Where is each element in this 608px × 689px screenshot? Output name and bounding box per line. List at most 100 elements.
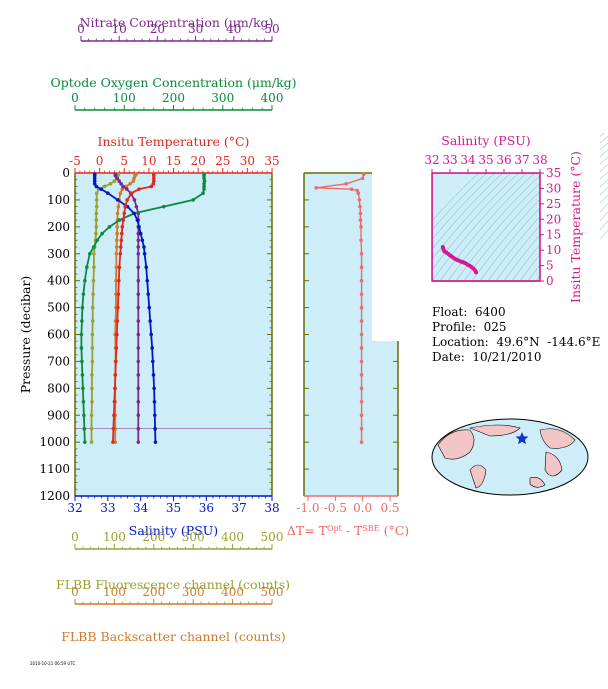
nitrate-data-point	[136, 305, 141, 310]
temperature-data-point	[118, 251, 123, 256]
delta-axis-title-part: - T	[342, 523, 363, 538]
temperature-data-point	[149, 184, 154, 189]
temperature-data-point	[117, 278, 121, 283]
backscatter-data-point	[131, 179, 136, 183]
delta-data-point	[357, 198, 362, 202]
backscatter-data-point	[128, 181, 132, 186]
ts-salinity-tick-label: 33	[442, 153, 457, 167]
map-landmass	[544, 451, 563, 477]
ts-temperature-axis-title: Insitu Temperature (°C)	[568, 151, 583, 303]
temperature-data-point	[137, 187, 141, 191]
backscatter-tick-label: 200	[142, 585, 165, 599]
backscatter-tick-label: 400	[221, 585, 244, 599]
pressure-tick-label: 300	[47, 247, 70, 261]
delta-axis-title-superscript: SBE	[362, 524, 379, 533]
nitrate-data-point	[136, 373, 141, 377]
temperature-data-point	[115, 332, 119, 337]
salinity-data-point	[138, 231, 143, 236]
ts-temperature-tick-label: 20	[546, 212, 561, 226]
fluorescence-data-point	[92, 251, 96, 256]
temperature-data-point	[117, 265, 122, 270]
backscatter-axis-title: FLBB Backscatter channel (counts)	[61, 629, 286, 644]
temperature-axis-title: Insitu Temperature (°C)	[98, 134, 250, 149]
temperature-data-point	[113, 373, 118, 377]
delta-data-point	[359, 278, 364, 283]
pressure-tick-label: 800	[47, 381, 70, 395]
temperature-tick-label: -5	[69, 154, 81, 168]
temperature-data-point	[151, 181, 156, 186]
nitrate-data-point	[136, 399, 141, 404]
fluorescence-tick-label: 200	[142, 530, 165, 544]
oxygen-data-point	[202, 187, 206, 191]
map-landmass	[539, 428, 576, 449]
salinity-data-point	[137, 225, 141, 229]
delta-tick-label: -0.5	[324, 501, 347, 515]
nitrate-data-point	[136, 332, 141, 337]
pressure-tick-label: 100	[47, 193, 70, 207]
pressure-tick-label: 1100	[39, 462, 70, 476]
fluorescence-data-point	[90, 386, 94, 391]
fluorescence-data-point	[94, 211, 99, 216]
salinity-data-point	[142, 245, 146, 249]
oxygen-tick-label: 200	[162, 91, 185, 105]
delta-tick-label: 0.0	[353, 501, 372, 515]
temperature-data-point	[119, 245, 123, 249]
nitrate-data-point	[136, 292, 141, 296]
delta-data-point	[359, 413, 364, 418]
oxygen-data-point	[83, 278, 87, 283]
fluorescence-data-point	[90, 332, 95, 337]
pressure-tick-label: 900	[47, 408, 70, 422]
salinity-data-point	[94, 184, 99, 189]
delta-axis-title: ΔT= TOpt - TSBE (°C)	[287, 523, 409, 538]
fluorescence-tick-label: 400	[221, 530, 244, 544]
delta-data-point	[359, 251, 364, 256]
backscatter-tick-label: 500	[261, 585, 284, 599]
pressure-tick-label: 0	[62, 166, 70, 180]
temperature-data-point	[123, 204, 128, 209]
nitrate-data-point	[134, 204, 139, 209]
nitrate-tick-label: 30	[188, 22, 203, 36]
salinity-data-point	[148, 319, 152, 323]
backscatter-data-point	[115, 231, 119, 236]
nitrate-data-point	[136, 319, 141, 323]
temperature-data-point	[114, 359, 118, 364]
temperature-data-point	[121, 218, 126, 222]
salinity-tick-label: 33	[100, 501, 115, 515]
salinity-data-point	[106, 191, 110, 195]
temperature-data-point	[119, 238, 124, 243]
temperature-data-point	[111, 426, 116, 431]
nitrate-data-point	[136, 440, 141, 444]
fluorescence-data-point	[90, 373, 94, 377]
salinity-data-point	[92, 173, 97, 178]
delta-data-point	[344, 181, 349, 186]
salinity-data-point	[153, 440, 158, 444]
map-landmass	[437, 429, 475, 460]
delta-data-point	[358, 211, 363, 216]
temperature-data-point	[115, 319, 120, 323]
fluorescence-data-point	[91, 292, 95, 296]
temperature-tick-label: 20	[190, 154, 205, 168]
float-location-marker	[515, 432, 529, 445]
oxygen-data-point	[91, 245, 96, 249]
pressure-tick-label: 700	[47, 354, 70, 368]
salinity-data-point	[146, 292, 151, 296]
delta-data-point	[359, 399, 364, 404]
ts-temperature-tick-label: 35	[546, 166, 561, 180]
backscatter-tick-label: 100	[103, 585, 126, 599]
delta-data-point	[361, 172, 366, 177]
oxygen-data-point	[80, 373, 85, 377]
backscatter-data-point	[115, 211, 120, 216]
oxygen-data-point	[117, 218, 122, 222]
salinity-data-point	[144, 265, 149, 270]
backscatter-data-point	[114, 265, 119, 270]
salinity-data-point	[142, 251, 147, 256]
temperature-data-point	[125, 198, 130, 202]
fluorescence-tick-label: 300	[182, 530, 205, 544]
backscatter-data-point	[114, 251, 119, 256]
temperature-data-point	[111, 440, 115, 444]
salinity-data-point	[153, 426, 157, 431]
delta-data-point	[359, 386, 364, 391]
fluorescence-data-point	[89, 426, 94, 431]
oxygen-data-point	[82, 413, 86, 418]
salinity-tick-label: 34	[133, 501, 149, 515]
